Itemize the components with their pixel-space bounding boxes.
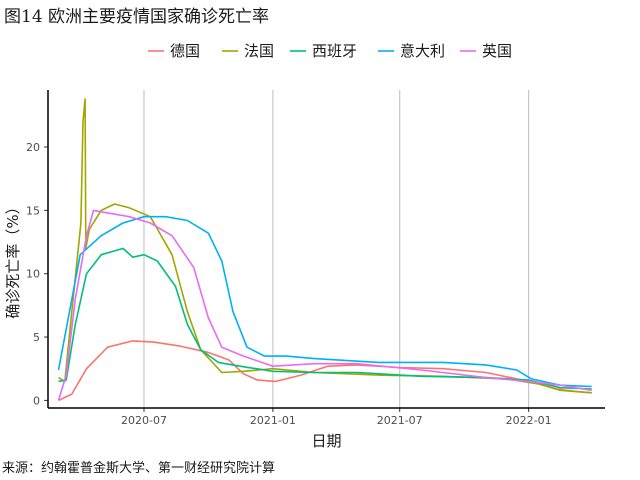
x-tick-label: 2020-07	[121, 414, 167, 427]
x-tick-label: 2021-07	[377, 414, 423, 427]
legend: 德国 法国 西班牙 意大利 英国	[148, 42, 512, 60]
source-note: 来源：约翰霍普金斯大学、第一财经研究院计算	[2, 461, 276, 476]
axes: 2020-07 2021-01 2021-07 2022-01 0 5 10 15 20	[26, 90, 605, 427]
grid-lines	[143, 90, 530, 408]
legend-label-4: 英国	[482, 42, 512, 60]
legend-label-0: 德国	[170, 42, 200, 60]
series-lines	[57, 98, 592, 402]
series-line-3	[57, 215, 592, 388]
series-line-1	[58, 98, 592, 394]
legend-label-2: 西班牙	[312, 42, 357, 60]
x-tick-label: 2022-01	[506, 414, 552, 427]
series-line-4	[57, 209, 592, 401]
y-axis-title: 确诊死亡率（%）	[4, 199, 22, 318]
legend-label-3: 意大利	[400, 42, 445, 60]
y-tick-label: 10	[26, 268, 40, 281]
chart-title: 图14 欧洲主要疫情国家确诊死亡率	[4, 7, 270, 27]
x-tick-label: 2021-01	[250, 414, 296, 427]
x-axis-title: 日期	[311, 432, 341, 450]
y-tick-label: 20	[26, 141, 40, 154]
y-tick-label: 5	[33, 331, 40, 344]
legend-label-1: 法国	[244, 42, 274, 60]
y-tick-label: 15	[26, 204, 40, 217]
y-tick-label: 0	[33, 394, 40, 407]
series-line-2	[58, 247, 592, 390]
series-line-0	[58, 340, 592, 402]
